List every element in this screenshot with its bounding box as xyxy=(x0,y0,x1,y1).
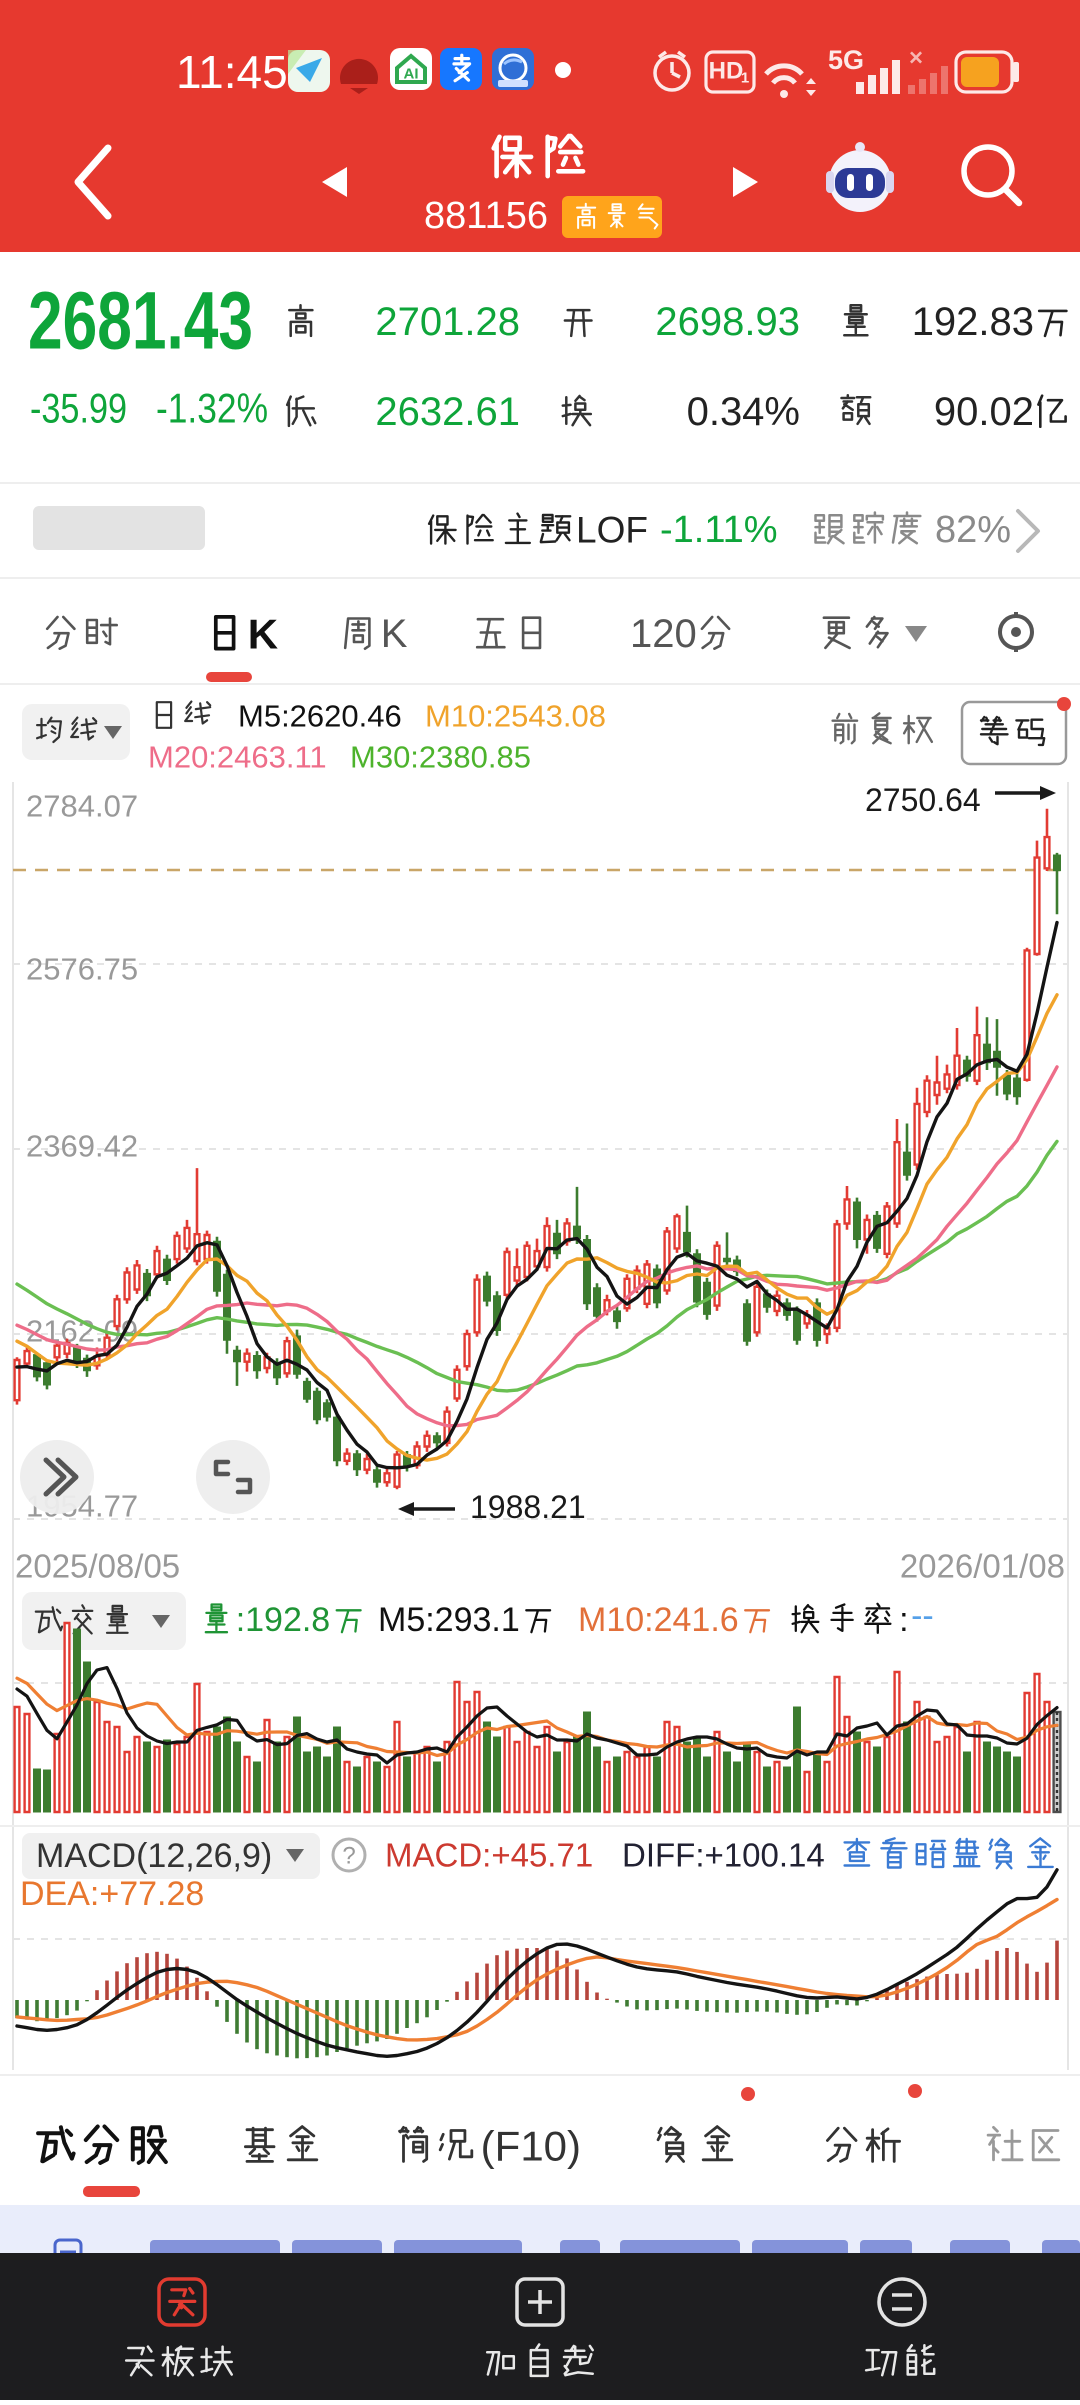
svg-text:MACD:+45.71: MACD:+45.71 xyxy=(385,1837,593,1874)
svg-text:2632.61: 2632.61 xyxy=(375,390,520,434)
svg-text:2162.09: 2162.09 xyxy=(26,1314,138,1349)
svg-text:-1.11%: -1.11% xyxy=(660,509,778,551)
svg-text:LOF: LOF xyxy=(576,510,648,551)
svg-text:?: ? xyxy=(342,1843,355,1870)
svg-text:90.02: 90.02 xyxy=(934,390,1034,434)
svg-text:2784.07: 2784.07 xyxy=(26,789,138,824)
svg-text:--: -- xyxy=(911,1597,934,1635)
svg-text:82%: 82% xyxy=(935,509,1011,551)
svg-text:DEA:+77.28: DEA:+77.28 xyxy=(20,1875,204,1913)
svg-text:HD: HD xyxy=(709,58,744,85)
svg-text:2698.93: 2698.93 xyxy=(655,300,800,344)
svg-text:M5:293.1: M5:293.1 xyxy=(378,1601,520,1639)
svg-text:M30:2380.85: M30:2380.85 xyxy=(350,740,531,775)
svg-text:K: K xyxy=(381,612,408,656)
svg-text:K: K xyxy=(248,611,278,658)
svg-text:2701.28: 2701.28 xyxy=(375,300,520,344)
svg-text:M20:2463.11: M20:2463.11 xyxy=(148,740,327,775)
svg-text:MACD(12,26,9): MACD(12,26,9) xyxy=(36,1837,272,1875)
svg-text:-35.99: -35.99 xyxy=(30,385,127,432)
svg-text::192.8: :192.8 xyxy=(236,1601,331,1639)
svg-text:(F10): (F10) xyxy=(481,2123,581,2170)
svg-text:×: × xyxy=(909,45,923,72)
svg-text:0.34%: 0.34% xyxy=(687,390,800,434)
svg-text:881156: 881156 xyxy=(424,195,548,237)
svg-text:AI: AI xyxy=(404,66,419,83)
svg-text:2369.42: 2369.42 xyxy=(26,1129,138,1164)
svg-text:M5:2620.46: M5:2620.46 xyxy=(238,699,402,734)
svg-text:M10:2543.08: M10:2543.08 xyxy=(425,699,606,734)
svg-text:-1.32%: -1.32% xyxy=(156,385,268,432)
svg-text:M10:241.6: M10:241.6 xyxy=(578,1601,739,1639)
svg-text:192.83: 192.83 xyxy=(912,300,1034,344)
svg-text:2025/08/05: 2025/08/05 xyxy=(15,1548,180,1585)
svg-text:2576.75: 2576.75 xyxy=(26,952,138,987)
svg-text:2681.43: 2681.43 xyxy=(28,276,253,367)
svg-text:DIFF:+100.14: DIFF:+100.14 xyxy=(622,1837,825,1874)
svg-text:2026/01/08: 2026/01/08 xyxy=(900,1548,1065,1585)
svg-text:120: 120 xyxy=(630,612,697,656)
svg-text:1: 1 xyxy=(741,70,749,87)
svg-text:5G: 5G xyxy=(828,45,864,75)
svg-text:2750.64: 2750.64 xyxy=(865,782,981,818)
svg-text:1988.21: 1988.21 xyxy=(470,1489,586,1525)
svg-text:11:45: 11:45 xyxy=(176,46,288,98)
svg-text::: : xyxy=(899,1601,908,1639)
